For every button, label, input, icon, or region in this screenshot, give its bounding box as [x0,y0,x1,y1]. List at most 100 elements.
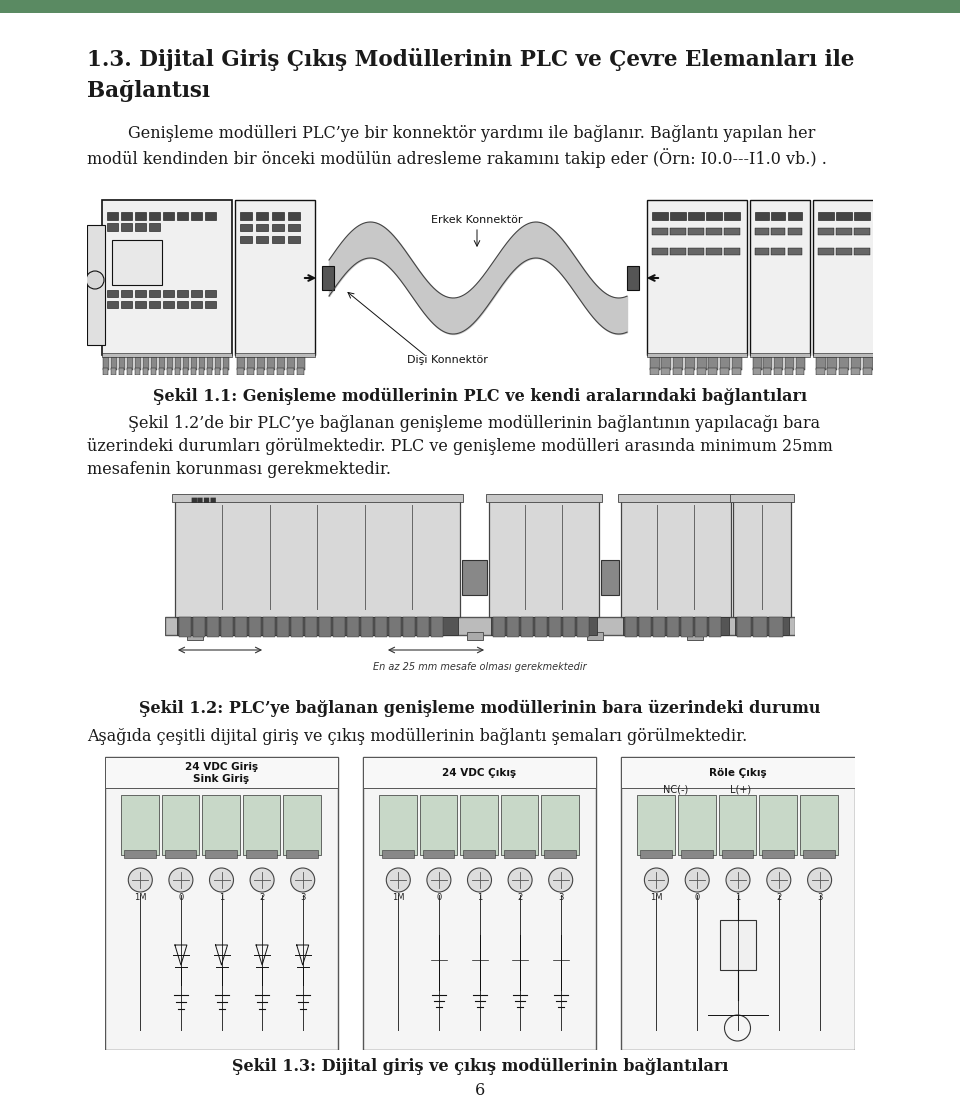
FancyBboxPatch shape [205,851,237,858]
Bar [223,357,229,371]
Bar [191,368,196,375]
Bar [753,617,767,637]
FancyBboxPatch shape [627,267,639,290]
Bar [681,617,693,637]
Bar [417,617,429,637]
FancyBboxPatch shape [124,851,156,858]
Bar [127,357,133,371]
Text: 0: 0 [695,894,700,902]
Bar [135,212,146,220]
Bar [688,212,704,220]
Bar [706,228,722,234]
Bar [187,632,203,640]
Circle shape [86,271,104,289]
Bar [175,357,181,371]
Bar [491,617,597,635]
Bar [685,368,694,375]
Bar [813,353,878,357]
Bar [143,357,149,371]
Bar [287,357,295,371]
Text: 2: 2 [259,894,265,902]
FancyBboxPatch shape [501,795,539,855]
Bar [639,617,651,637]
FancyBboxPatch shape [121,795,158,855]
Text: 1: 1 [219,894,224,902]
Bar [788,248,802,255]
Bar [247,368,254,375]
Bar [112,240,162,285]
Circle shape [807,868,831,893]
Bar [103,357,109,371]
Bar [240,236,252,243]
Text: En az 25 mm mesafe olması gerekmektedir: En az 25 mm mesafe olması gerekmektedir [373,662,587,672]
Bar [706,248,722,255]
Bar [785,357,794,371]
Text: 0: 0 [179,894,183,902]
Bar [708,357,718,371]
Bar [163,290,174,298]
Bar [730,494,794,502]
Bar [650,357,660,371]
Bar [277,617,289,637]
Text: Şekil 1.2: PLC’ye bağlanan genişleme modüllerinin bara üzerindeki durumu: Şekil 1.2: PLC’ye bağlanan genişleme mod… [139,700,821,717]
Bar [863,357,873,371]
Bar [183,368,188,375]
Bar [163,212,174,220]
FancyBboxPatch shape [621,497,731,617]
FancyBboxPatch shape [286,851,318,858]
Bar [697,368,706,375]
Circle shape [291,868,315,893]
Bar [237,357,245,371]
Bar [769,617,783,637]
Bar [771,212,785,220]
Bar [788,212,802,220]
Bar [159,357,165,371]
Bar [709,617,721,637]
Text: 1: 1 [477,894,482,902]
Bar [788,228,802,234]
Bar [652,248,668,255]
Bar [102,353,232,357]
Bar [827,368,836,375]
Bar [221,617,233,637]
Bar [177,617,458,635]
Bar [223,368,228,375]
Bar [247,357,255,371]
Bar [577,617,589,637]
Bar [796,357,805,371]
Bar [755,228,769,234]
Text: 0: 0 [436,894,442,902]
Bar [836,248,852,255]
Bar [753,368,761,375]
Bar [107,223,118,231]
Bar [827,357,837,371]
Text: 3: 3 [300,894,305,902]
Bar [706,212,722,220]
FancyBboxPatch shape [164,851,196,858]
Text: 1M: 1M [134,894,147,902]
Text: NC(-): NC(-) [663,784,688,794]
Circle shape [644,868,668,893]
FancyBboxPatch shape [813,200,878,355]
Bar [667,617,679,637]
Bar [818,212,834,220]
Bar [288,212,300,220]
Circle shape [169,868,193,893]
Bar [750,353,810,357]
Bar [623,617,729,635]
Bar [249,617,261,637]
Text: Genişleme modülleri PLC’ye bir konnektör yardımı ile bağlanır. Bağlantı yapılan : Genişleme modülleri PLC’ye bir konnektör… [87,125,815,142]
Bar [347,617,359,637]
Bar [235,617,247,637]
Bar [111,357,117,371]
Bar [121,301,132,307]
Bar [854,248,870,255]
Bar [167,368,172,375]
Bar [205,290,216,298]
Bar [673,368,682,375]
Bar [688,248,704,255]
Text: Röle Çıkış: Röle Çıkış [709,768,767,778]
Bar [737,617,751,637]
Bar [257,368,264,375]
Bar [179,617,191,637]
